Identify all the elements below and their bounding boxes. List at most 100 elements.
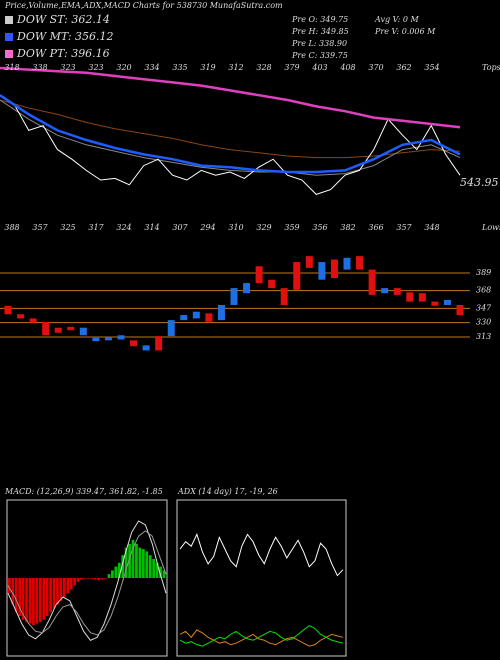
low-label: 329 bbox=[256, 223, 271, 232]
candle bbox=[92, 337, 100, 342]
top-label: 403 bbox=[311, 63, 327, 72]
low-label: 357 bbox=[32, 223, 48, 232]
histogram-bar bbox=[8, 578, 11, 594]
top-label: 320 bbox=[116, 63, 131, 72]
histogram-bar bbox=[42, 578, 46, 620]
top-label: 312 bbox=[228, 63, 243, 72]
top-label: 338 bbox=[32, 63, 47, 72]
histogram-bar bbox=[114, 566, 118, 578]
candle bbox=[255, 266, 263, 284]
histogram-bar bbox=[69, 578, 73, 590]
price-label: 543.95 bbox=[460, 176, 499, 189]
histogram-bar bbox=[56, 578, 59, 605]
histogram-bar bbox=[35, 578, 39, 624]
candle bbox=[456, 304, 464, 316]
low-label: 310 bbox=[228, 223, 243, 232]
histogram-bar bbox=[28, 578, 32, 624]
line-series bbox=[7, 530, 167, 636]
candle bbox=[268, 279, 276, 289]
low-label: 294 bbox=[199, 223, 215, 232]
histogram-bar bbox=[49, 578, 52, 613]
candle bbox=[54, 327, 62, 333]
candle bbox=[67, 326, 75, 331]
y-tick-label: 368 bbox=[476, 286, 491, 295]
candle bbox=[130, 340, 138, 347]
histogram-bar bbox=[121, 555, 125, 578]
legend-swatch bbox=[5, 33, 13, 41]
lows-label: Lows bbox=[481, 223, 500, 232]
top-label: 323 bbox=[60, 63, 75, 72]
candle bbox=[330, 259, 338, 279]
histogram-bar bbox=[32, 578, 35, 626]
candle bbox=[230, 288, 238, 305]
top-label: 334 bbox=[144, 63, 159, 72]
histogram-bar bbox=[117, 562, 121, 578]
histogram-bar bbox=[11, 578, 15, 605]
candle bbox=[431, 301, 439, 306]
histogram-bar bbox=[76, 578, 80, 582]
legend-swatch bbox=[5, 50, 13, 58]
line-series bbox=[179, 624, 344, 647]
low-label: 359 bbox=[284, 223, 299, 232]
low-label: 366 bbox=[368, 223, 383, 232]
adx-title: ADX (14 day) 17, -19, 26 bbox=[177, 487, 278, 496]
candle bbox=[293, 262, 301, 290]
top-label: 318 bbox=[4, 63, 19, 72]
line-series bbox=[0, 94, 461, 195]
candle bbox=[305, 256, 313, 268]
top-label: 335 bbox=[172, 63, 187, 72]
low-label: 348 bbox=[424, 223, 439, 232]
candle bbox=[356, 256, 364, 270]
candle bbox=[443, 299, 451, 305]
info-text: Avg V: 0 M bbox=[374, 15, 419, 24]
low-label: 314 bbox=[144, 223, 159, 232]
histogram-bar bbox=[100, 578, 104, 580]
histogram-bar bbox=[148, 555, 152, 578]
top-label: 362 bbox=[396, 63, 411, 72]
candle bbox=[280, 288, 288, 305]
line-series bbox=[0, 99, 461, 176]
top-label: 370 bbox=[368, 63, 383, 72]
candle bbox=[42, 321, 50, 336]
candle bbox=[318, 262, 326, 280]
candle bbox=[406, 292, 414, 302]
candle bbox=[368, 269, 376, 295]
candle bbox=[243, 283, 251, 294]
info-text: Pre V: 0.006 M bbox=[374, 27, 436, 36]
low-label: 325 bbox=[60, 223, 75, 232]
histogram-bar bbox=[124, 547, 128, 578]
info-text: Pre O: 349.75 bbox=[291, 15, 348, 24]
candle bbox=[180, 315, 188, 321]
tops-label: Tops bbox=[482, 63, 500, 72]
y-tick-label: 330 bbox=[476, 318, 491, 327]
y-tick-label: 313 bbox=[476, 332, 491, 341]
histogram-bar bbox=[59, 578, 63, 601]
histogram-bar bbox=[111, 570, 114, 578]
candle bbox=[167, 320, 175, 337]
histogram-bar bbox=[138, 547, 142, 578]
histogram-bar bbox=[135, 543, 138, 578]
histogram-bar bbox=[87, 578, 90, 579]
histogram-bar bbox=[162, 570, 166, 578]
candle bbox=[142, 345, 150, 351]
top-label: 408 bbox=[339, 63, 355, 72]
histogram-bar bbox=[93, 578, 97, 580]
macd-frame bbox=[6, 499, 168, 657]
histogram-bar bbox=[145, 551, 149, 578]
low-label: 324 bbox=[116, 223, 131, 232]
macd-title: MACD: (12,26,9) 339.47, 361.82, -1.85 bbox=[4, 487, 163, 496]
candle bbox=[104, 336, 112, 341]
histogram-bar bbox=[155, 562, 159, 578]
top-label: 328 bbox=[256, 63, 271, 72]
line-series bbox=[179, 629, 344, 647]
histogram-bar bbox=[90, 578, 94, 579]
candle bbox=[217, 304, 225, 321]
histogram-bar bbox=[25, 578, 28, 623]
line-series bbox=[0, 94, 461, 174]
histogram-bar bbox=[152, 559, 156, 578]
candle bbox=[17, 314, 25, 319]
histogram-bar bbox=[62, 578, 66, 597]
candle bbox=[205, 313, 213, 322]
histogram-bar bbox=[18, 578, 22, 616]
